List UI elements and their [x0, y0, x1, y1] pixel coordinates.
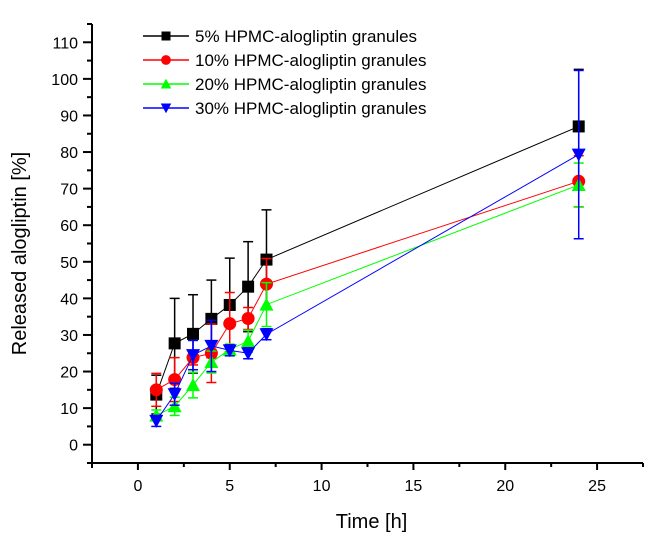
y-tick-label: 110: [52, 35, 78, 52]
data-point: [187, 327, 200, 340]
x-tick-label: 5: [225, 478, 234, 495]
series-2: [149, 154, 586, 408]
y-tick-label: 10: [60, 401, 78, 418]
data-point: [241, 334, 256, 348]
data-point: [168, 337, 181, 350]
y-axis-title: Released alogliptin [%]: [9, 152, 31, 355]
legend-item: 10% HPMC-alogliptin granules: [143, 51, 427, 70]
legend: 5% HPMC-alogliptin granules 10% HPMC-alog…: [143, 27, 427, 118]
series-1: [150, 68, 585, 415]
y-tick-label: 100: [51, 72, 78, 89]
y-tick-label: 0: [69, 438, 78, 455]
x-tick-label: 10: [313, 478, 331, 495]
data-point: [571, 148, 586, 162]
data-point: [223, 317, 237, 331]
x-tick-label: 25: [588, 478, 606, 495]
data-point: [205, 312, 218, 325]
y-tick-label: 70: [60, 182, 78, 199]
series-line: [155, 154, 579, 422]
series-line: [156, 180, 579, 391]
y-tick-label: 60: [60, 218, 78, 235]
x-tick-label: 0: [133, 478, 142, 495]
data-point: [167, 388, 182, 402]
data-point: [242, 280, 255, 293]
legend-marker: [160, 78, 172, 89]
legend-label: 20% HPMC-alogliptin granules: [195, 75, 427, 94]
series-line: [156, 184, 579, 416]
y-tick-label: 50: [60, 255, 78, 272]
legend-marker: [161, 31, 171, 41]
plot-area: [149, 68, 586, 428]
data-point: [222, 344, 237, 358]
series-4: [149, 69, 586, 428]
data-point: [186, 378, 201, 392]
x-tick-label: 15: [405, 478, 423, 495]
data-point: [241, 347, 256, 361]
data-point: [186, 349, 201, 363]
legend-marker: [160, 103, 172, 114]
data-point: [259, 297, 274, 311]
y-tick-label: 80: [60, 145, 78, 162]
data-point: [149, 414, 164, 428]
x-axis-ticks: 0 5 10 15 20 25: [91, 463, 644, 495]
x-tick-label: 20: [496, 478, 514, 495]
data-point: [241, 311, 255, 325]
legend-label: 10% HPMC-alogliptin granules: [195, 51, 427, 70]
data-point: [259, 328, 274, 342]
legend-label: 5% HPMC-alogliptin granules: [195, 27, 417, 46]
legend-marker: [161, 55, 171, 65]
x-axis-title: Time [h]: [336, 511, 408, 533]
data-point: [204, 339, 219, 353]
legend-label: 30% HPMC-alogliptin granules: [195, 99, 427, 118]
axes: 0 5 10 15 20 25 0 10 20 30 40 50 60 70 80 90 100 110 Tim…: [9, 23, 644, 533]
legend-item: 30% HPMC-alogliptin granules: [143, 99, 427, 118]
series-line: [155, 125, 579, 395]
data-point: [149, 383, 163, 397]
y-axis-ticks: 0 10 20 30 40 50 60 70 80 90 100 110: [51, 23, 92, 464]
y-tick-label: 90: [60, 108, 78, 125]
y-tick-label: 20: [60, 365, 78, 382]
legend-item: 20% HPMC-alogliptin granules: [143, 75, 427, 94]
y-tick-label: 30: [60, 328, 78, 345]
legend-item: 5% HPMC-alogliptin granules: [143, 27, 417, 46]
y-tick-label: 40: [60, 291, 78, 308]
